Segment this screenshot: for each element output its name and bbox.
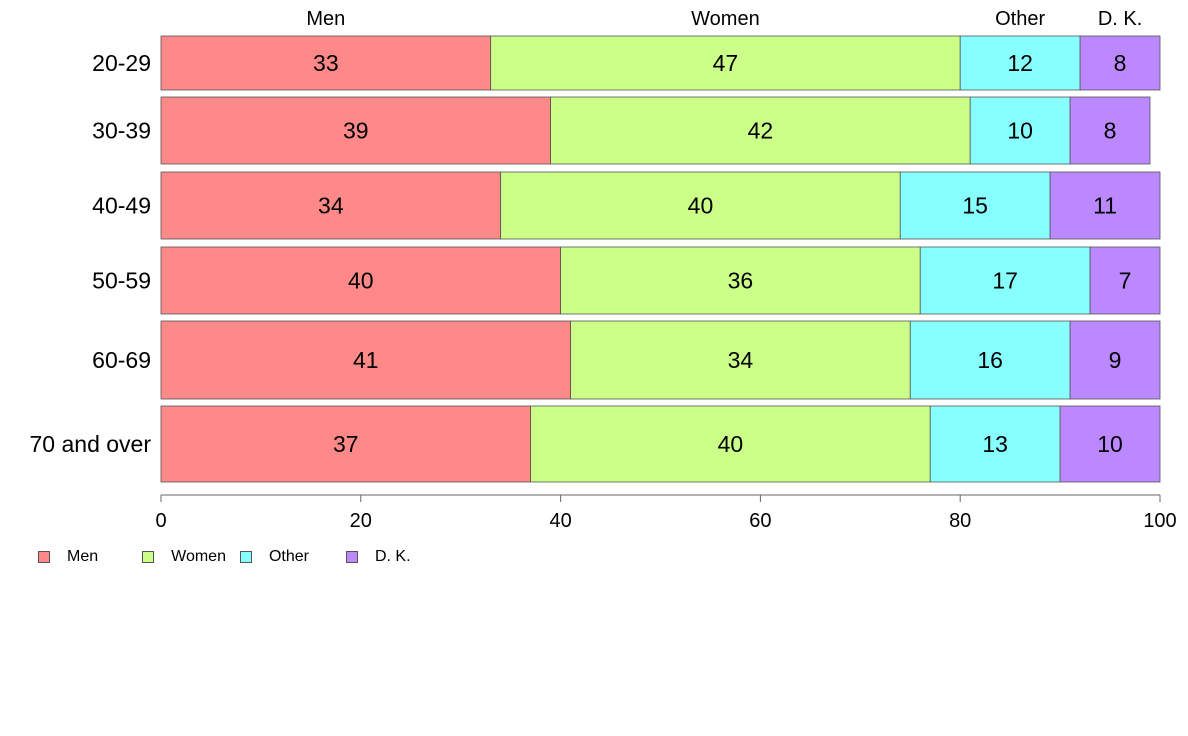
data-label-men-6: 37: [333, 431, 359, 457]
data-label-women-6: 40: [718, 431, 744, 457]
data-label-d-k-5: 9: [1109, 347, 1122, 373]
data-label-d-k-3: 11: [1093, 193, 1117, 219]
legend-item: Other: [239, 548, 346, 566]
data-label-women-4: 36: [728, 268, 754, 294]
data-label-women-2: 42: [748, 118, 774, 144]
bar-men-4: [160, 246, 562, 315]
bar-d-k-1: [1079, 35, 1161, 91]
legend-swatch: [345, 551, 358, 563]
x-axis: 0 20 40 60 80 100: [155, 494, 1177, 532]
x-tick-label: 80: [949, 510, 971, 532]
x-tick-label: 40: [549, 510, 571, 532]
data-label-other-2: 10: [1007, 118, 1033, 144]
bar-men-6: [160, 405, 532, 483]
y-tick-label: 70 and over: [30, 431, 152, 457]
bar-d-k-4: [1089, 246, 1161, 315]
x-tick-label: 100: [1143, 510, 1176, 532]
data-label-men-4: 40: [348, 268, 374, 294]
bar-other-5: [909, 320, 1071, 400]
legend: Men Women Other D. K.: [38, 548, 411, 566]
data-label-women-1: 47: [713, 50, 739, 76]
bar-women-6: [530, 405, 931, 483]
data-label-other-1: 12: [1007, 50, 1033, 76]
x-tick-label: 60: [749, 510, 771, 532]
top-label: Women: [691, 8, 760, 30]
y-tick-label: 30-39: [92, 118, 151, 144]
top-label: Other: [995, 8, 1045, 30]
legend-label: Men: [67, 548, 99, 565]
bar-men-2: [160, 96, 552, 165]
y-axis-labels: 20-29 30-39 40-49 50-59 60-69 70 and over: [30, 50, 152, 457]
data-label-men-2: 39: [343, 118, 369, 144]
data-label-d-k-1: 8: [1114, 50, 1127, 76]
legend-swatch: [239, 551, 252, 563]
y-tick-label: 50-59: [92, 268, 151, 294]
data-label-men-5: 41: [353, 347, 379, 373]
data-label-d-k-4: 7: [1119, 268, 1132, 294]
legend-swatch: [142, 551, 155, 563]
bar-women-4: [560, 246, 921, 315]
legend-item: D. K.: [345, 548, 411, 566]
bar-other-4: [919, 246, 1091, 315]
bar-men-1: [160, 35, 492, 91]
data-label-d-k-6: 10: [1097, 431, 1123, 457]
legend-label: D. K.: [374, 548, 411, 565]
bar-d-k-5: [1069, 320, 1161, 400]
top-labels: Men Women Other D. K.: [306, 8, 1142, 30]
data-label-d-k-2: 8: [1104, 118, 1117, 144]
legend-label: Women: [171, 548, 226, 565]
data-label-other-4: 17: [992, 268, 1018, 294]
bar-women-1: [490, 35, 961, 91]
data-label-women-5: 34: [728, 347, 754, 373]
legend-swatch: [38, 551, 50, 563]
data-label-other-6: 13: [982, 431, 1008, 457]
bar-d-k-6: [1059, 405, 1161, 483]
bars: 33 47 12 8 39 42 10 8 34 40 15 11 40 36 17 7 41 34 16 9 37 40…: [160, 35, 1161, 483]
legend-item: Women: [142, 548, 240, 566]
top-label: Men: [306, 8, 345, 30]
bar-women-5: [570, 320, 911, 400]
y-tick-label: 60-69: [92, 347, 151, 373]
bar-d-k-2: [1069, 96, 1151, 165]
bar-men-3: [160, 171, 502, 240]
data-label-women-3: 40: [688, 193, 714, 219]
legend-label: Other: [268, 548, 309, 565]
bar-other-2: [969, 96, 1071, 165]
data-label-men-1: 33: [313, 50, 339, 76]
bar-men-5: [160, 320, 571, 400]
x-tick-label: 0: [155, 510, 166, 532]
y-tick-label: 40-49: [92, 193, 151, 219]
data-label-men-3: 34: [318, 193, 344, 219]
y-tick-label: 20-29: [92, 50, 151, 76]
data-label-other-3: 15: [962, 193, 988, 219]
bar-other-6: [929, 405, 1061, 483]
bar-d-k-3: [1049, 171, 1161, 240]
legend-item: Men: [38, 548, 142, 566]
bar-women-2: [550, 96, 971, 165]
data-label-other-5: 16: [977, 347, 1003, 373]
bar-women-3: [500, 171, 901, 240]
bar-other-1: [959, 35, 1081, 91]
top-label: D. K.: [1098, 8, 1142, 30]
x-tick-label: 20: [350, 510, 372, 532]
